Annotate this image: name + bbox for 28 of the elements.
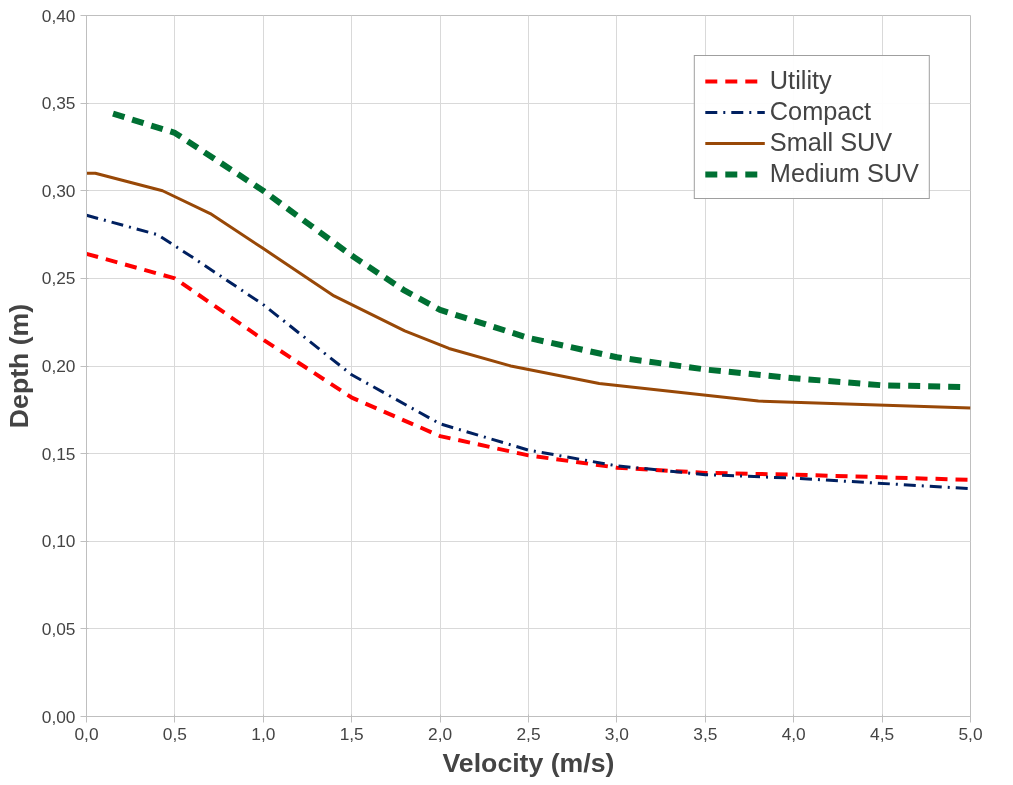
x-tick-label: 3,5 bbox=[693, 723, 718, 744]
legend-label: Compact bbox=[769, 97, 872, 126]
legend-label: Medium SUV bbox=[769, 159, 919, 188]
line-series bbox=[86, 251, 971, 482]
x-axis-title: Velocity (m/s) bbox=[442, 747, 615, 778]
x-tick-label: 2,5 bbox=[516, 723, 541, 744]
x-tick-label: 5,0 bbox=[958, 723, 983, 744]
y-tick-label: 0,05 bbox=[41, 618, 76, 639]
x-tick-label: 0,5 bbox=[162, 723, 187, 744]
x-tick-label: 1,0 bbox=[251, 723, 276, 744]
y-tick-label: 0,20 bbox=[41, 356, 76, 376]
x-tick-label: 3,0 bbox=[604, 723, 629, 744]
y-axis-title: Depth (m) bbox=[3, 303, 34, 429]
y-tick-label: 0,00 bbox=[41, 706, 76, 727]
line-series bbox=[86, 213, 971, 491]
x-tick-label: 4,0 bbox=[781, 723, 806, 744]
y-tick-label: 0,25 bbox=[41, 268, 76, 289]
y-tick-label: 0,40 bbox=[41, 5, 76, 26]
x-tick-label: 1,5 bbox=[339, 723, 364, 744]
y-tick-label: 0,10 bbox=[41, 531, 76, 552]
legend-label: Small SUV bbox=[769, 128, 893, 157]
x-tick-label: 4,5 bbox=[870, 723, 895, 744]
legend-label: Utility bbox=[769, 66, 832, 95]
y-tick-label: 0,15 bbox=[41, 443, 76, 464]
x-tick-label: 2,0 bbox=[428, 723, 453, 744]
y-tick-label: 0,30 bbox=[41, 180, 76, 201]
x-tick-label: 0,0 bbox=[74, 723, 99, 744]
y-tick-label: 0,35 bbox=[41, 93, 76, 114]
